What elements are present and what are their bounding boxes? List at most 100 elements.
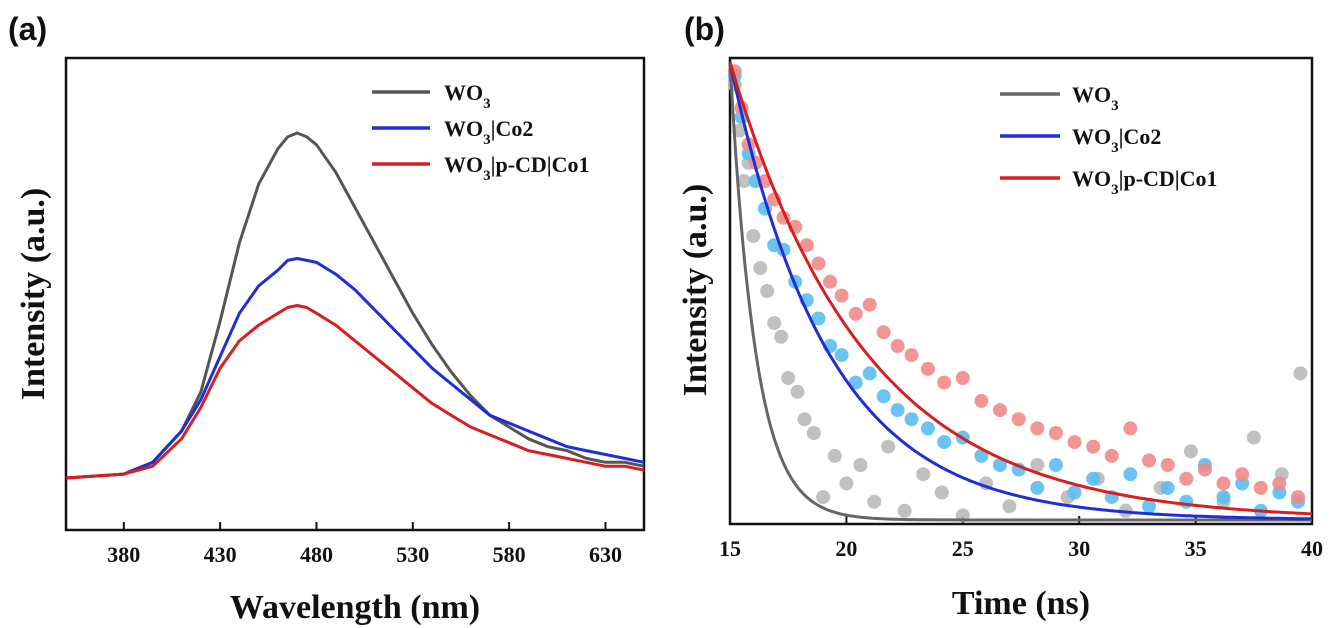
x-tick-label: 25 [952,536,974,561]
data-point-wo3-p-cd-co1 [1253,480,1268,495]
data-point-wo3 [853,458,868,472]
fit-curve-wo3-p-cd-co1 [728,61,1313,516]
panel-b-frame [728,56,1314,526]
data-point-wo3-p-cd-co1 [848,306,863,321]
data-point-wo3 [816,490,831,505]
data-point-wo3 [934,485,949,500]
data-point-wo3-co2 [811,311,826,326]
data-point-wo3-co2 [862,366,877,381]
panel-a-y-axis-title: Intensity (a.u.) [15,188,52,401]
data-point-wo3-p-cd-co1 [1142,453,1156,468]
legend-label-wo3-p-cd-co1: WO3|p-CD|Co1 [1072,166,1218,198]
data-point-wo3 [1246,430,1261,445]
data-point-wo3-p-cd-co1 [799,238,814,253]
data-point-wo3-p-cd-co1 [920,361,935,376]
panel-a-x-axis-title: Wavelength (nm) [230,589,480,626]
data-point-wo3 [737,174,751,189]
panel-b-label: (b) [684,11,725,47]
data-point-wo3-p-cd-co1 [1048,426,1063,440]
series-line-wo3-co2 [65,257,645,480]
data-point-wo3-co2 [920,421,935,436]
data-point-wo3-co2 [1123,467,1138,482]
data-point-wo3 [746,229,761,243]
data-point-wo3-co2 [1216,490,1231,505]
panel-b-y-axis-title: Intensity (a.u.) [677,184,714,397]
panel-a-label: (a) [8,11,47,47]
data-point-wo3-p-cd-co1 [937,375,952,390]
data-point-wo3-co2 [1142,499,1156,514]
data-point-wo3-p-cd-co1 [1272,476,1287,491]
data-point-wo3-p-cd-co1 [1235,467,1250,482]
data-point-wo3-p-cd-co1 [834,288,849,303]
x-tick-label: 35 [1185,536,1207,561]
data-point-wo3-co2 [904,412,919,427]
data-point-wo3-p-cd-co1 [904,348,919,363]
panel-a-plot-area [65,131,645,480]
data-point-wo3-p-cd-co1 [974,393,989,408]
series-line-wo3-p-cd-co1 [65,304,645,480]
data-point-wo3-p-cd-co1 [862,297,877,312]
data-point-wo3-co2 [1030,480,1045,495]
x-tick-label: 630 [589,542,622,567]
x-tick-label: 480 [300,542,333,567]
data-point-wo3-p-cd-co1 [823,274,838,289]
x-tick-label: 40 [1301,536,1323,561]
data-point-wo3-p-cd-co1 [1067,435,1082,450]
data-point-wo3-co2 [1067,485,1082,500]
data-point-wo3 [1030,458,1045,472]
panel-a-legend: WO3 WO3|Co2 WO3|p-CD|Co1 [372,80,590,184]
data-point-wo3-co2 [1048,458,1063,472]
data-point-wo3 [767,316,782,331]
panel-b-legend: WO3 WO3|Co2 WO3|p-CD|Co1 [1000,82,1218,198]
data-point-wo3-p-cd-co1 [1179,471,1194,486]
x-tick-label: 30 [1068,536,1090,561]
legend-label-wo3-p-cd-co1: WO3|p-CD|Co1 [444,152,590,184]
data-point-wo3-p-cd-co1 [811,256,826,271]
data-point-wo3-co2 [937,435,952,450]
data-point-wo3 [827,448,842,463]
panel-a-x-ticks: 380 430 480 530 580 630 [107,522,622,567]
data-point-wo3 [867,494,882,509]
fit-curve-wo3 [728,61,1312,522]
panel-b-plot-area [727,61,1313,523]
data-point-wo3 [790,384,805,399]
data-point-wo3-p-cd-co1 [1086,439,1101,454]
data-point-wo3 [1293,366,1308,381]
data-point-wo3 [806,426,821,440]
data-point-wo3-p-cd-co1 [876,325,891,340]
data-point-wo3 [760,284,775,298]
panel-b: (b) 15 20 25 30 35 40 Time (ns) Intensity (a.… [677,11,1323,622]
data-point-wo3-p-cd-co1 [1030,421,1045,436]
data-point-wo3-p-cd-co1 [1291,490,1305,505]
data-point-wo3-p-cd-co1 [993,403,1007,418]
x-tick-label: 580 [493,542,526,567]
data-point-wo3-p-cd-co1 [1160,458,1175,472]
data-point-wo3 [753,261,768,276]
data-point-wo3-co2 [890,403,905,418]
data-point-wo3 [774,329,789,344]
data-point-wo3 [1183,444,1198,459]
panel-b-x-axis-title: Time (ns) [952,585,1090,622]
data-point-wo3-co2 [1086,471,1101,486]
x-tick-label: 380 [107,542,140,567]
legend-label-wo3: WO3 [444,80,491,112]
data-point-wo3 [781,371,796,385]
legend-label-wo3: WO3 [1072,82,1119,114]
data-point-wo3-p-cd-co1 [1104,448,1119,463]
data-point-wo3-co2 [993,458,1007,472]
x-tick-label: 20 [835,536,857,561]
data-point-wo3-p-cd-co1 [1197,462,1212,477]
panel-b-x-ticks: 15 20 25 30 35 40 [719,516,1323,561]
data-point-wo3-p-cd-co1 [890,339,905,353]
data-point-wo3 [839,476,854,491]
legend-label-wo3-co2: WO3|Co2 [444,116,533,148]
data-point-wo3-co2 [974,448,989,463]
series-line-wo3 [65,131,645,480]
data-point-wo3-co2 [1160,480,1175,495]
data-point-wo3-co2 [848,375,863,390]
panel-a: (a) 380 430 480 530 580 630 Wavelength (nm) I… [8,11,646,626]
x-tick-label: 530 [396,542,429,567]
data-point-wo3 [1002,499,1017,514]
